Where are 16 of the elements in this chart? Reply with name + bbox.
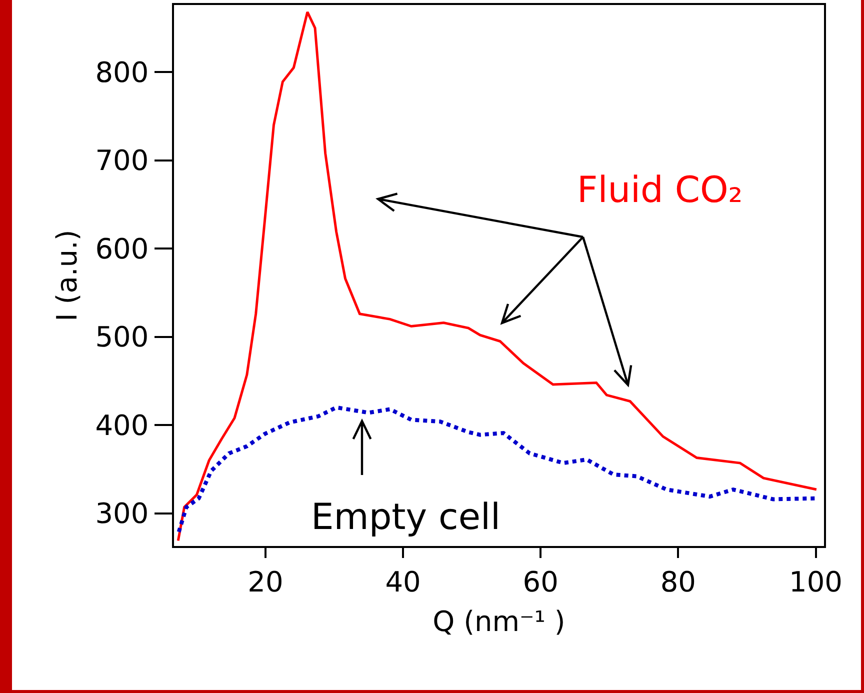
line-series bbox=[176, 10, 818, 542]
y-tick-label: 600 bbox=[95, 232, 149, 266]
x-axis-title: Q (nm⁻¹ ) bbox=[432, 604, 566, 638]
y-axis-title: I (a.u.) bbox=[50, 230, 84, 322]
text: Fluid CO₂ bbox=[577, 170, 743, 211]
x-tick-label: 100 bbox=[789, 565, 842, 598]
series-label: Empty cell bbox=[311, 497, 500, 538]
x-tick-label: 40 bbox=[385, 565, 421, 598]
y-tick-label: 400 bbox=[95, 408, 149, 442]
x-tick-label: 60 bbox=[522, 565, 558, 598]
x-tick-label: 20 bbox=[248, 565, 284, 598]
x-tick-label: 80 bbox=[660, 565, 696, 598]
y-tick-label: 500 bbox=[95, 320, 149, 354]
y-tick-label: 300 bbox=[95, 497, 149, 530]
y-tick-label: 700 bbox=[95, 144, 149, 178]
y-tick-label: 800 bbox=[95, 56, 149, 89]
